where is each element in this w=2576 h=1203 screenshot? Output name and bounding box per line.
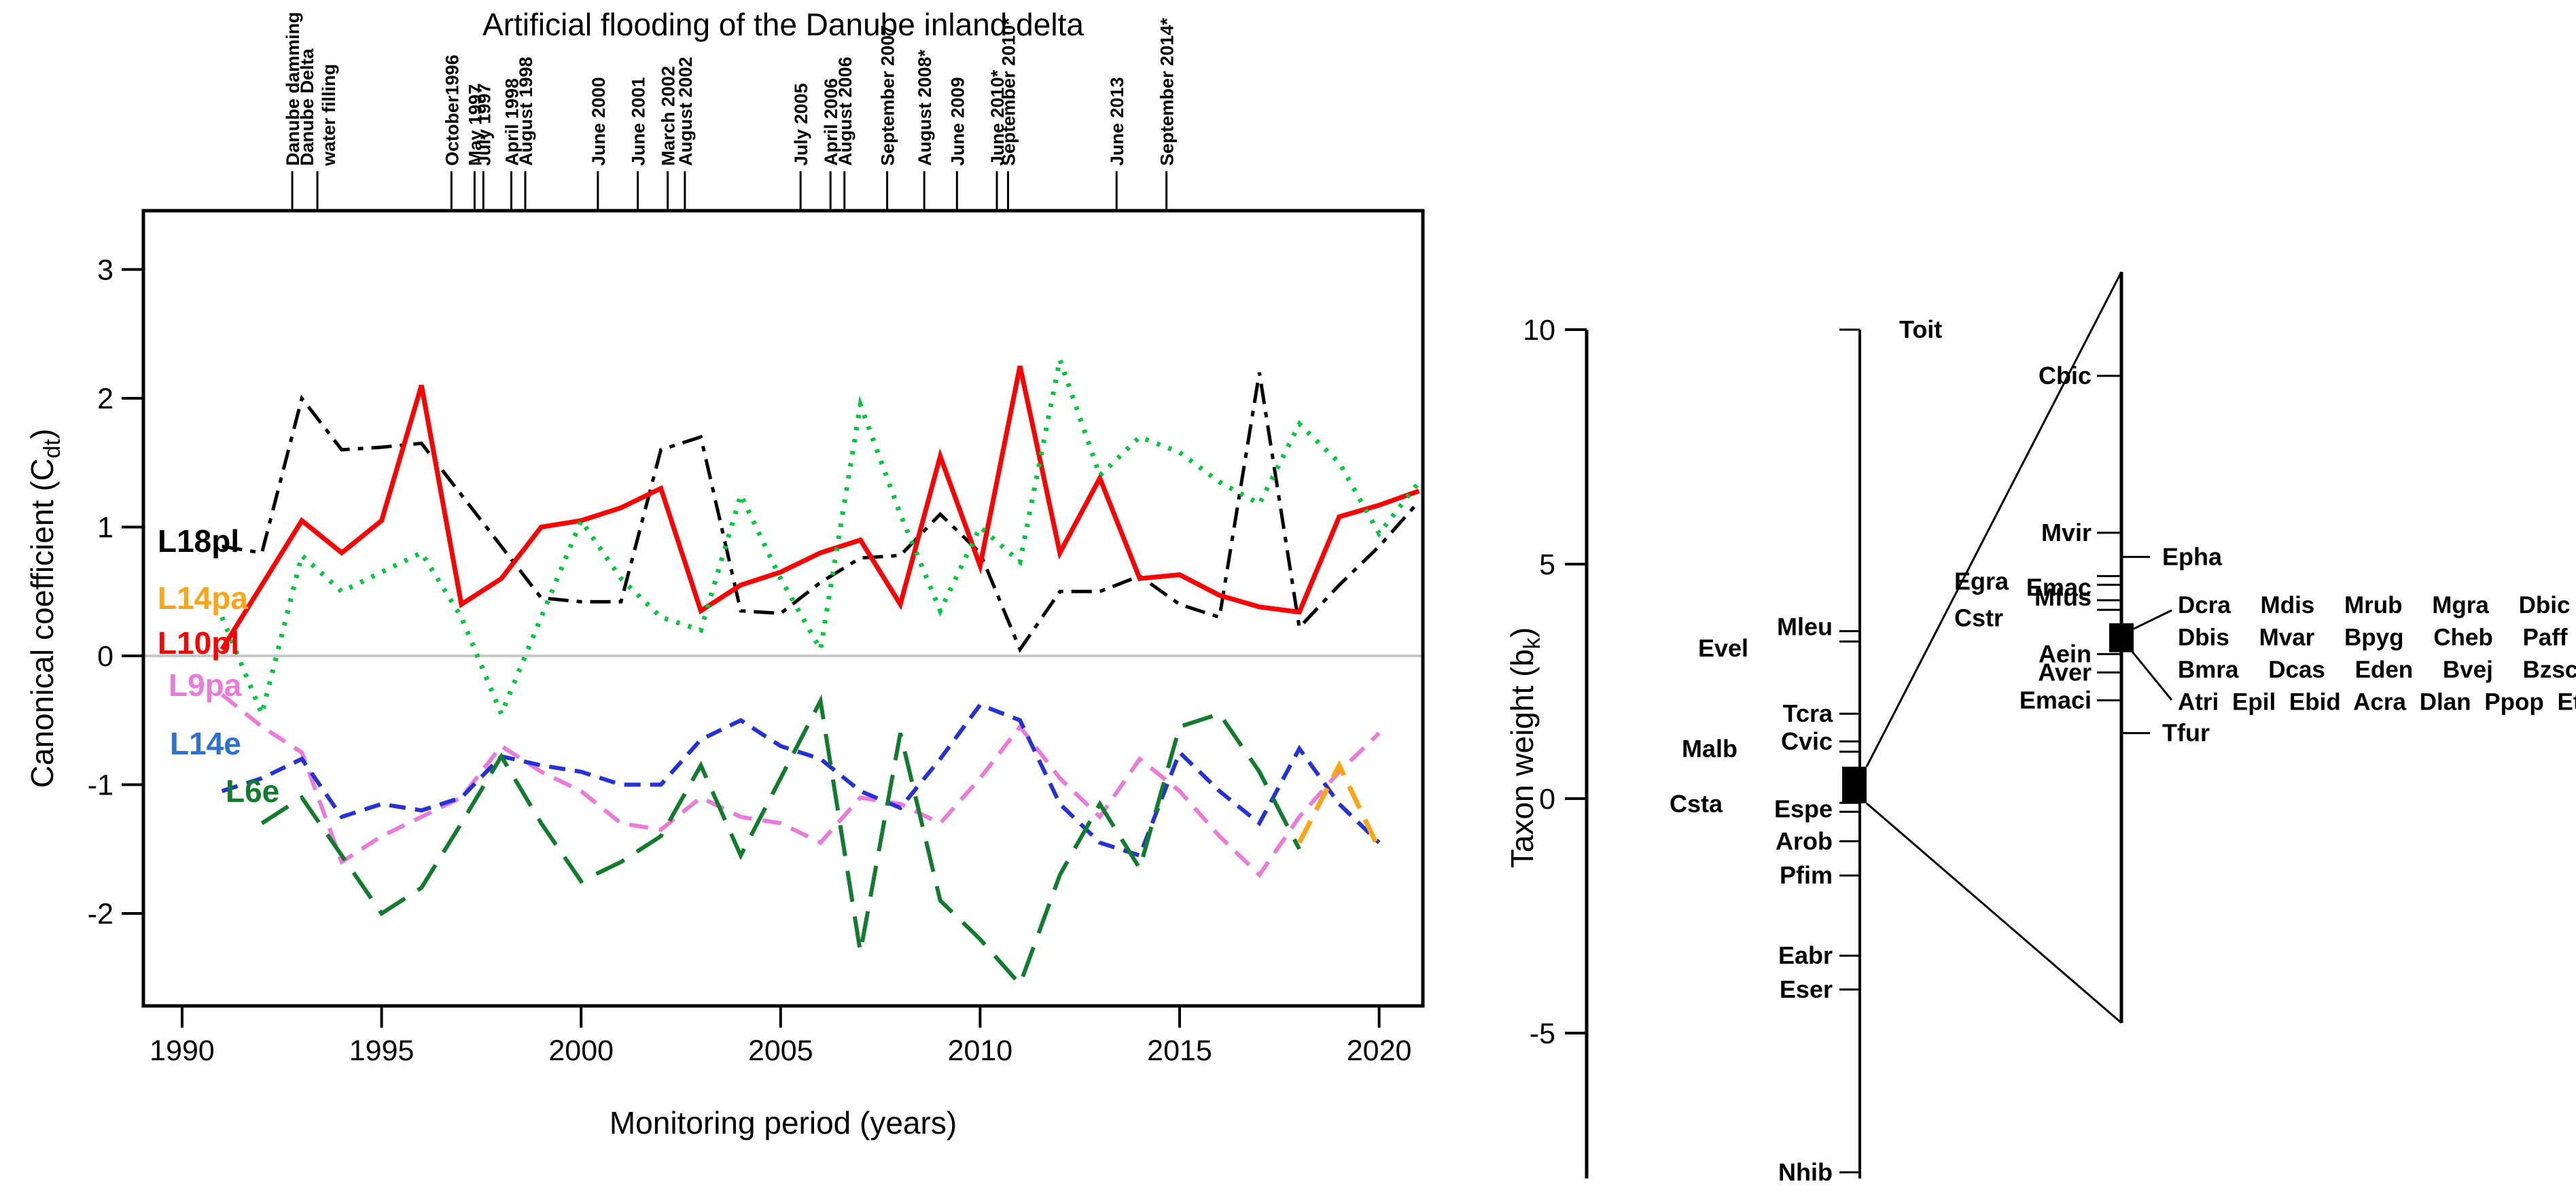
taxon-label-Mvir: Mvir: [2041, 519, 2092, 546]
series-line-L10pl: [219, 365, 1420, 651]
taxon-label-Cbic: Cbic: [2039, 362, 2092, 389]
taxon-label-Nhib: Nhib: [1778, 1158, 1833, 1186]
series-line-L14e: [221, 702, 1381, 858]
taxon-label-Egra: Egra: [1954, 568, 2009, 595]
event-label: May 1997: [465, 84, 485, 166]
event-label: September 2007: [878, 25, 898, 166]
event-label: April 2006: [821, 78, 841, 166]
event-label: August 2002: [675, 56, 696, 166]
x-axis-label: Monitoring period (years): [610, 1105, 957, 1140]
magnifier-fan-line-bottom: [1866, 802, 2122, 1024]
x-tick-label: 2020: [1347, 1034, 1412, 1067]
x-tick-label: 2000: [548, 1034, 614, 1067]
y-tick-label: 0: [97, 640, 113, 673]
plot-border: [141, 209, 1425, 1008]
taxon-label-Cvic: Cvic: [1781, 727, 1833, 755]
series-line-L18pl: [222, 372, 1421, 653]
series-line-L6e: [260, 694, 1301, 988]
callout-line-bottom: [2127, 646, 2173, 701]
x-tick-label: 2005: [748, 1034, 813, 1067]
event-label: August 2006: [835, 56, 855, 166]
chart-title: Artificial flooding of the Danube inland…: [482, 7, 1084, 42]
x-tick-label: 1990: [149, 1034, 215, 1067]
legend-label-L10pl: L10pl: [158, 625, 239, 661]
event-label: August 1998: [516, 56, 536, 166]
taxon-label-Evel: Evel: [1698, 634, 1748, 662]
taxon-label-Emaci: Emaci: [2019, 686, 2092, 714]
taxon-label-Arob: Arob: [1776, 827, 1833, 855]
event-label: June 2010*: [987, 69, 1008, 166]
taxon-label-Emac: Emac: [2026, 573, 2092, 601]
series-line-L14pa: [1297, 760, 1381, 850]
y-tick-label: 3: [97, 254, 113, 287]
event-label: August 2008*: [915, 49, 935, 166]
event-label: June 2001: [629, 77, 649, 166]
taxon-axis-tick-label: -5: [1530, 1017, 1555, 1050]
taxon-label-Aver: Aver: [2038, 658, 2092, 686]
event-label: July 1997: [474, 83, 494, 166]
taxon-axis-tick-label: 0: [1539, 783, 1555, 816]
event-label: September 2010*: [999, 18, 1019, 166]
taxon-label-Csta: Csta: [1670, 790, 1723, 818]
callout-row: Bmra Dcas Eden Bvej Bzsc Atra: [2178, 657, 2576, 683]
taxa-cluster-blob: [1842, 767, 1867, 803]
callout-row: Dbis Mvar Bpyg Cheb Paff Cfur: [2178, 625, 2576, 651]
taxon-label-Cstr: Cstr: [1954, 604, 2003, 631]
event-label: July 2005: [791, 83, 811, 166]
callout-row: Dcra Mdis Mrub Mgra Dbic Esie: [2178, 592, 2576, 618]
event-label: June 2000: [588, 77, 609, 166]
event-label: Danube Delta: [297, 48, 317, 166]
taxon-label-Aein: Aein: [2039, 640, 2092, 667]
event-label: April 1998: [501, 78, 522, 166]
x-tick-label: 2015: [1147, 1034, 1212, 1067]
taxon-label-Malb: Malb: [1682, 735, 1737, 763]
legend-label-L9pa: L9pa: [169, 667, 242, 703]
y-axis-label: Canonical coefficient (Cdt): [24, 429, 65, 788]
taxon-label-Mfus: Mfus: [2034, 583, 2092, 611]
legend-label-L14e: L14e: [170, 726, 241, 761]
legend-label-L14pa: L14pa: [158, 580, 248, 616]
taxon-label-Mleu: Mleu: [1777, 613, 1833, 641]
taxon-label-Toit: Toit: [1899, 315, 1942, 343]
y-tick-label: 1: [97, 512, 113, 544]
legend-label-L6e: L6e: [226, 773, 279, 809]
magnifier-fan-line-top: [1865, 271, 2123, 767]
callout-row: Atri Epil Ebid Acra Dlan Ppop Etra: [2178, 689, 2576, 716]
taxon-label-Tfur: Tfur: [2162, 719, 2210, 747]
event-label: Danube damming: [283, 12, 303, 166]
taxon-label-Pfim: Pfim: [1780, 861, 1833, 889]
taxon-label-Eser: Eser: [1780, 975, 1833, 1003]
x-tick-label: 2010: [948, 1034, 1013, 1067]
taxon-weight-axis-label: Taxon weight (bk): [1504, 627, 1545, 869]
legend-label-L18pl: L18pl: [158, 523, 239, 559]
taxon-label-Eabr: Eabr: [1778, 941, 1833, 969]
event-label: June 2013: [1107, 77, 1127, 166]
event-label: October1996: [442, 54, 462, 166]
y-tick-label: 2: [97, 383, 113, 415]
series-line-L9pa: [220, 693, 1381, 878]
taxon-label-Espe: Espe: [1774, 795, 1833, 822]
taxon-label-Epha: Epha: [2162, 542, 2223, 570]
event-label: September 2014*: [1157, 18, 1178, 166]
series-group: [219, 350, 1422, 988]
taxon-label-Tcra: Tcra: [1783, 699, 1833, 727]
y-tick-label: -2: [88, 898, 113, 930]
event-label: June 2009: [947, 77, 968, 166]
series-line-unlabeled-green-dotted: [219, 350, 1422, 722]
x-tick-label: 1995: [349, 1034, 414, 1067]
callout-line-top: [2128, 609, 2172, 633]
event-label: March 2002: [658, 66, 679, 166]
event-label: water filling: [319, 64, 339, 167]
y-tick-label: -1: [88, 769, 113, 802]
taxon-axis-tick-label: 10: [1523, 314, 1555, 347]
taxon-axis-tick-label: 5: [1539, 548, 1555, 581]
